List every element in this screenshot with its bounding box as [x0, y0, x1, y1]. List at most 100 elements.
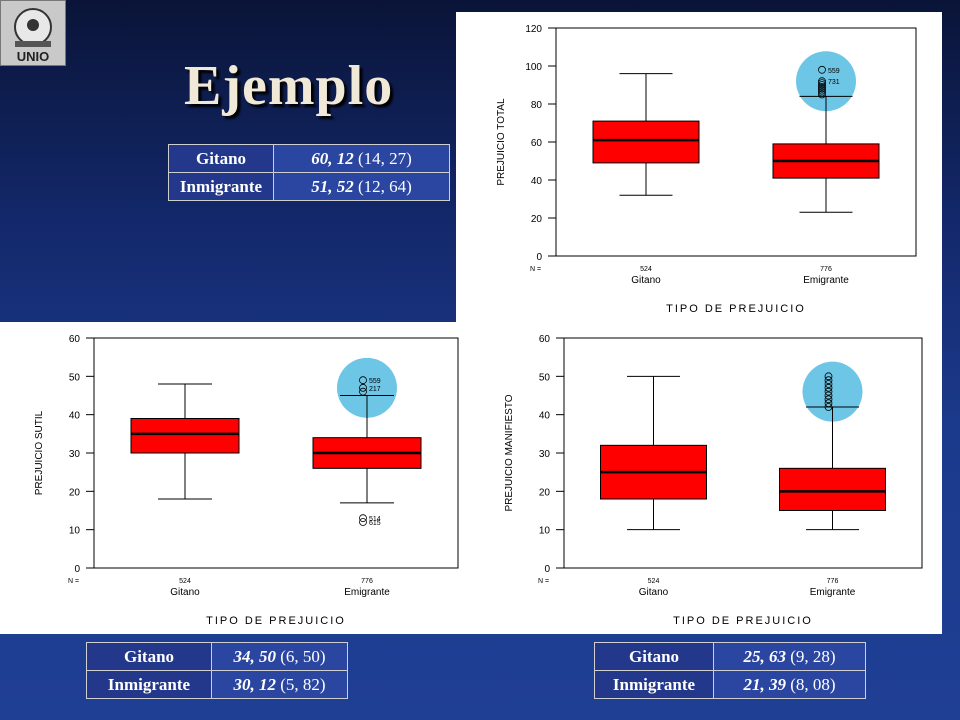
logo-text: UNIO [17, 49, 50, 64]
boxplot-prejuicio-total: 0 20 40 60 80 100 120 PREJUICIO TOTAL 524 Gitano 7… [496, 24, 917, 315]
stat-value: 34, 50 (6, 50) [211, 642, 348, 671]
n-prefix: N = [538, 578, 549, 585]
outlier-point [824, 383, 833, 392]
y-tick-label: 60 [69, 334, 81, 345]
chart-panel-total: 0 20 40 60 80 100 120 PREJUICIO TOTAL 524 Gitano 7… [456, 12, 942, 322]
sd-value: (6, 50) [280, 646, 326, 666]
box-gitano [130, 418, 240, 454]
stat-value: 30, 12 (5, 82) [211, 670, 348, 699]
n-label: 524 [640, 266, 652, 273]
box-gitano [592, 120, 700, 164]
y-tick-label: 40 [531, 176, 543, 187]
y-tick-label: 50 [539, 372, 551, 383]
category-label: Gitano [170, 587, 200, 598]
y-tick-label: 60 [531, 138, 543, 149]
n-prefix: N = [68, 578, 79, 585]
table-row: Inmigrante 21, 39 (8, 08) [594, 670, 866, 699]
mean-value: 51, 52 [311, 176, 354, 196]
chart-panel-manifiesto: 0 10 20 30 40 50 60 PREJUICIO MANIFIESTO 524 Gita… [480, 322, 942, 634]
y-tick-label: 60 [539, 334, 551, 345]
y-axis-label: PREJUICIO TOTAL [496, 98, 507, 186]
x-axis-label: TIPO DE PREJUICIO [206, 615, 346, 627]
x-axis-label: TIPO DE PREJUICIO [673, 615, 813, 627]
sd-value: (9, 28) [790, 646, 836, 666]
y-tick-label: 20 [531, 214, 543, 225]
mean-value: 25, 63 [743, 646, 786, 666]
y-tick-label: 40 [69, 411, 81, 422]
stat-value: 51, 52 (12, 64) [273, 172, 450, 201]
highlight-circle [337, 357, 397, 418]
boxplot-prejuicio-manifiesto: 0 10 20 30 40 50 60 PREJUICIO MANIFIESTO 524 Gita… [504, 334, 923, 627]
stats-table-sutil: Gitano 34, 50 (6, 50) Inmigrante 30, 12 … [86, 642, 348, 699]
y-axis-label: PREJUICIO MANIFIESTO [504, 394, 515, 511]
stats-table-total: Gitano 60, 12 (14, 27) Inmigrante 51, 52… [168, 144, 450, 201]
y-tick-label: 0 [74, 564, 80, 575]
outlier-point [818, 83, 826, 91]
n-label: 776 [361, 578, 373, 585]
outlier-point [359, 383, 367, 392]
outlier-point [824, 387, 833, 396]
y-tick-label: 0 [544, 564, 550, 575]
group-label: Inmigrante [86, 670, 212, 699]
table-row: Inmigrante 51, 52 (12, 64) [168, 172, 450, 201]
outlier-label: 731 [828, 79, 840, 86]
stats-table-manifiesto: Gitano 25, 63 (9, 28) Inmigrante 21, 39 … [594, 642, 866, 699]
outlier-point [818, 81, 826, 89]
y-tick-label: 0 [536, 252, 542, 263]
university-logo-icon: UNIO [0, 0, 66, 66]
outlier-label: 615 [369, 520, 381, 527]
outlier-point [824, 395, 833, 404]
outlier-point [818, 65, 826, 74]
group-label: Gitano [86, 642, 212, 671]
group-label: Gitano [168, 144, 274, 173]
category-label: Emigrante [810, 587, 856, 598]
table-row: Gitano 25, 63 (9, 28) [594, 642, 866, 671]
outlier-point [824, 403, 833, 411]
outlier-point [824, 380, 833, 388]
outlier-point [824, 399, 833, 408]
n-prefix: N = [530, 266, 541, 273]
group-label: Inmigrante [168, 172, 274, 201]
n-label: 776 [827, 578, 839, 585]
category-label: Gitano [639, 587, 669, 598]
outlier-point [818, 88, 826, 97]
category-label: Gitano [631, 275, 661, 286]
outlier-point [818, 90, 826, 99]
group-label: Gitano [594, 642, 714, 671]
outlier-point [359, 387, 367, 396]
outlier-point [359, 518, 367, 526]
table-row: Gitano 34, 50 (6, 50) [86, 642, 348, 671]
y-tick-label: 10 [539, 526, 551, 537]
n-label: 524 [179, 578, 191, 585]
x-axis-label: TIPO DE PREJUICIO [666, 303, 806, 315]
outlier-point [818, 77, 826, 86]
n-label: 524 [648, 578, 660, 585]
mean-value: 30, 12 [233, 674, 276, 694]
outlier-label: 559 [369, 378, 381, 385]
box-emigrante [779, 467, 886, 511]
table-row: Inmigrante 30, 12 (5, 82) [86, 670, 348, 699]
chart-panel-sutil: 0 10 20 30 40 50 60 PREJUICIO SUTIL 524 Gitano 776… [0, 322, 480, 634]
y-tick-label: 10 [69, 526, 81, 537]
sd-value: (14, 27) [357, 148, 412, 168]
outlier-point [818, 86, 826, 95]
n-label: 776 [820, 266, 832, 273]
group-label: Inmigrante [594, 670, 714, 699]
stat-value: 25, 63 (9, 28) [713, 642, 866, 671]
sd-value: (8, 08) [790, 674, 836, 694]
stat-value: 60, 12 (14, 27) [273, 144, 450, 173]
y-tick-label: 100 [525, 62, 542, 73]
y-tick-label: 20 [539, 487, 551, 498]
y-tick-label: 20 [69, 487, 81, 498]
y-tick-label: 50 [69, 372, 81, 383]
outlier-point [818, 84, 826, 93]
outlier-label: 559 [828, 68, 840, 75]
boxplot-prejuicio-sutil: 0 10 20 30 40 50 60 PREJUICIO SUTIL 524 Gitano 776… [34, 334, 459, 627]
mean-value: 34, 50 [233, 646, 276, 666]
outlier-point [824, 372, 833, 381]
category-label: Emigrante [803, 275, 849, 286]
stat-value: 21, 39 (8, 08) [713, 670, 866, 699]
y-tick-label: 30 [539, 449, 551, 460]
outlier-point [359, 376, 367, 385]
y-axis-label: PREJUICIO SUTIL [34, 410, 45, 495]
